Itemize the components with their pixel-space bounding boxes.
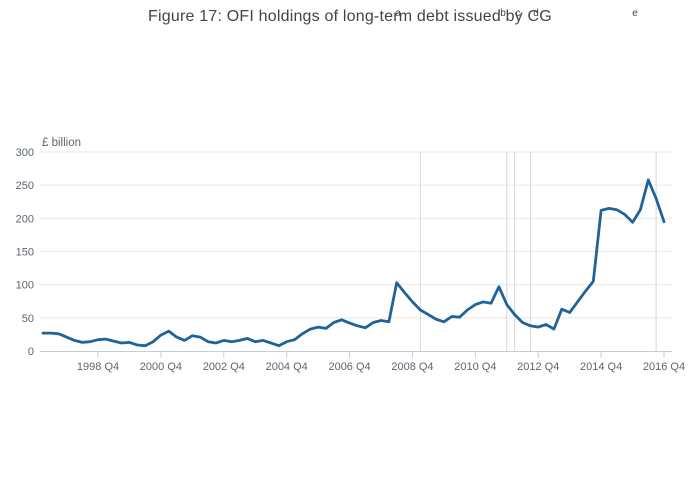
y-tick-label: 200 [16, 213, 34, 225]
y-tick-label: 100 [16, 280, 34, 292]
x-tick-label: 2006 Q4 [328, 361, 370, 373]
x-tick-label: 2008 Q4 [391, 361, 433, 373]
x-tick-label: 2004 Q4 [266, 361, 308, 373]
x-tick-label: 1998 Q4 [77, 361, 119, 373]
series-line-ofi-holdings [41, 178, 666, 348]
x-tick-label: 2012 Q4 [517, 361, 559, 373]
y-tick-label: 150 [16, 247, 34, 259]
y-tick-label: 0 [28, 346, 34, 358]
annotation-letter-b: b [500, 8, 506, 19]
x-tick-label: 2016 Q4 [643, 361, 685, 373]
y-axis-unit-label: £ billion [42, 137, 81, 149]
x-tick-label: 2000 Q4 [140, 361, 182, 373]
annotation-letter-c: c [516, 8, 521, 19]
annotation-letter-a: a [395, 8, 401, 19]
x-tick-label: 2002 Q4 [203, 361, 245, 373]
x-tick-label: 2010 Q4 [454, 361, 496, 373]
y-tick-label: 50 [22, 313, 34, 325]
y-tick-label: 300 [16, 147, 34, 159]
x-tick-label: 2014 Q4 [580, 361, 622, 373]
chart-title: Figure 17: OFI holdings of long-term deb… [148, 8, 552, 25]
annotation-letter-d: d [533, 8, 539, 19]
annotation-letter-e: e [632, 8, 638, 19]
y-tick-label: 250 [16, 180, 34, 192]
